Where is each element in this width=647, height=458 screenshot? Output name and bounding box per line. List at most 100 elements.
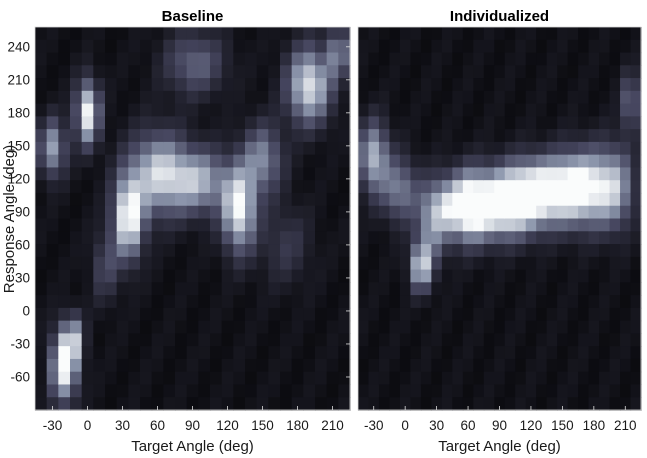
heatmap-cell [599,192,611,207]
heatmap-cell [410,397,422,411]
heatmap-cell [536,78,548,92]
heatmap-cell [473,116,485,130]
heatmap-cell [93,397,106,411]
heatmap-cell [536,295,548,309]
heatmap-cell [630,358,642,373]
heatmap-cell [599,180,611,194]
heatmap-cell [291,307,304,322]
heatmap-cell [504,103,516,117]
heatmap-cell [245,358,258,373]
heatmap-cell [128,307,141,322]
heatmap-cell [163,39,176,54]
heatmap-cell [116,116,129,130]
heatmap-cell [315,307,328,322]
heatmap-cell [326,39,339,54]
heatmap-cell [483,384,495,398]
heatmap-cell [546,218,558,232]
heatmap-cell [630,39,642,54]
heatmap-cell [245,52,258,66]
heatmap-cell [128,282,141,296]
heatmap-cell [431,269,443,283]
heatmap-cell [494,141,506,156]
heatmap-cell [163,78,176,92]
heatmap-cell [588,78,600,92]
heatmap-cell [599,205,611,220]
heatmap-cell [410,358,422,373]
heatmap-cell [515,269,527,283]
heatmap-cell [557,103,569,117]
heatmap-cell [58,282,71,296]
heatmap-cell [399,129,412,143]
heatmap-cell [163,244,176,258]
heatmap-cell [221,358,234,373]
heatmap-cell [280,205,293,220]
heatmap-cell [70,269,83,283]
heatmap-cell [515,180,527,194]
heatmap-cell [410,295,422,309]
heatmap-cell [93,269,106,283]
heatmap-cell [462,295,474,309]
heatmap-cell [462,384,474,398]
heatmap-cell [186,167,199,181]
heatmap-cell [186,307,199,322]
heatmap-cell [151,141,164,156]
heatmap-cell [515,103,527,117]
heatmap-cell [389,192,401,207]
heatmap-cell [389,116,401,130]
heatmap-cell [578,78,590,92]
heatmap-cell [303,282,316,296]
heatmap-cell [233,320,246,334]
heatmap-cell [233,371,246,386]
heatmap-cell [315,129,328,143]
heatmap-cell [525,269,537,283]
heatmap-cell [557,269,569,283]
y-tick-label: 120 [7,171,30,186]
heatmap-cell [280,167,293,181]
heatmap-cell [81,346,94,360]
heatmap-cell [368,154,380,169]
heatmap-cell [291,78,304,92]
heatmap-cell [462,231,474,245]
heatmap-cell [452,205,464,220]
heatmap-cell [504,358,516,373]
heatmap-cell [431,358,443,373]
heatmap-cell [175,256,188,271]
heatmap-cell [515,129,527,143]
heatmap-cell [609,358,621,373]
heatmap-cell [410,154,422,169]
heatmap-cell [233,180,246,194]
heatmap-cell [303,244,316,258]
heatmap-cell [338,154,351,169]
heatmap-cell [198,192,211,207]
heatmap-cell [368,295,380,309]
heatmap-cell [536,65,548,79]
heatmap-cell [483,180,495,194]
heatmap-cell [515,167,527,181]
heatmap-cell [525,256,537,271]
heatmap-cell [525,320,537,334]
heatmap-cell [546,78,558,92]
heatmap-cell [81,231,94,245]
heatmap-cell [578,116,590,130]
heatmap-cell [525,90,537,105]
heatmap-cell [221,295,234,309]
heatmap-cell [93,154,106,169]
heatmap-cell [338,371,351,386]
heatmap-cell [326,192,339,207]
heatmap-cell [462,167,474,181]
heatmap-cell [140,205,153,220]
heatmap-cell [338,231,351,245]
heatmap-cell [105,129,118,143]
heatmap-cell [609,39,621,54]
x-tick-label: 210 [614,418,637,433]
heatmap-cell [399,65,412,79]
heatmap-cell [452,218,464,232]
heatmap-cell [473,192,485,207]
heatmap-cell [256,167,269,181]
heatmap-cell [494,78,506,92]
heatmap-cell [315,141,328,156]
heatmap-cell [303,39,316,54]
heatmap-cell [588,282,600,296]
heatmap-cell [338,192,351,207]
heatmap-cell [46,295,59,309]
